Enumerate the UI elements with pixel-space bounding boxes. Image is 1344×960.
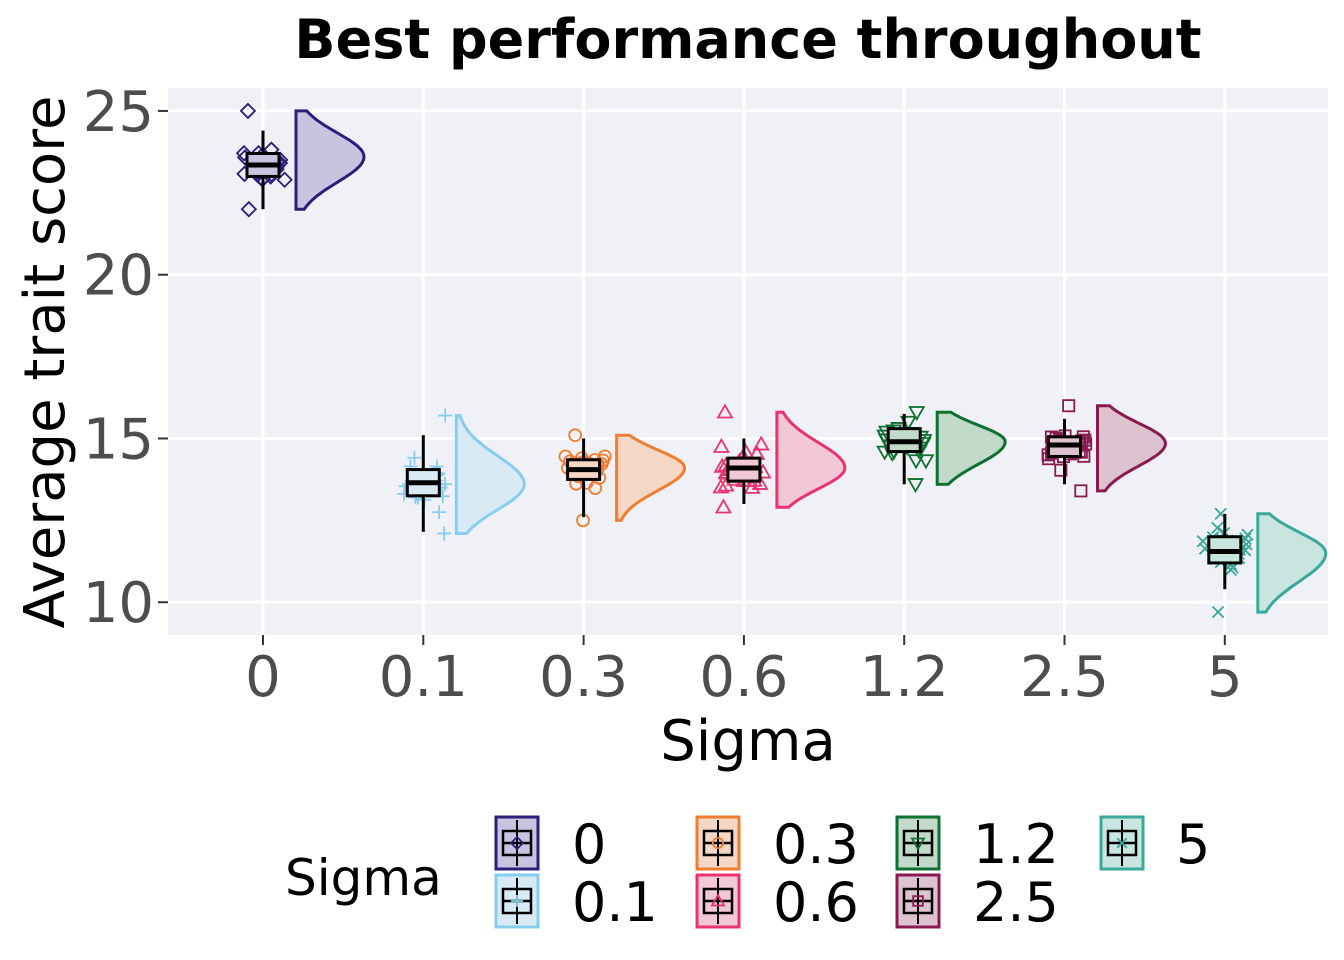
x-axis-title: Sigma <box>660 709 836 774</box>
x-tick-label: 0.6 <box>699 645 788 710</box>
data-point <box>1211 521 1224 535</box>
y-tick-label: 15 <box>83 407 154 472</box>
data-point <box>240 200 258 218</box>
violin-1.2 <box>935 410 1007 486</box>
legend-label: 0.6 <box>773 871 859 934</box>
legend-key-marker <box>511 895 523 907</box>
legend-label: 0.3 <box>773 813 859 876</box>
data-point <box>907 454 925 470</box>
series-group-0 <box>235 102 366 218</box>
legend-key-marker <box>712 837 725 850</box>
legend-label: 1.2 <box>973 813 1059 876</box>
legend-item-0.6: 0.6 <box>695 871 859 934</box>
x-tick-label: 1.2 <box>860 645 949 710</box>
legend-title: Sigma <box>285 849 442 907</box>
series-group-0.6 <box>712 403 847 514</box>
legend-label: 5 <box>1176 813 1210 876</box>
legend-item-0: 0 <box>494 813 606 876</box>
series-group-0.3 <box>558 428 686 528</box>
legend: Sigma 00.1 0.30.6 1.22.5 5 <box>285 813 1210 934</box>
data-point <box>438 408 453 423</box>
legend-label: 2.5 <box>973 871 1059 934</box>
data-point <box>908 406 926 422</box>
data-point <box>1196 535 1210 548</box>
violin-0.3 <box>615 433 686 522</box>
data-point <box>714 498 732 514</box>
data-point <box>743 478 761 494</box>
series-group-5 <box>1196 507 1328 619</box>
data-point <box>437 526 452 541</box>
violin-5 <box>1256 512 1328 614</box>
data-point <box>235 144 253 162</box>
legend-key-marker <box>910 837 926 851</box>
x-tick-label: 0.3 <box>539 645 628 710</box>
legend-key-marker <box>509 835 525 851</box>
violin-0.6 <box>775 410 847 509</box>
data-point <box>1241 528 1254 542</box>
legend-item-1.2: 1.2 <box>895 813 1059 876</box>
y-axis-title: Average trait score <box>13 96 78 629</box>
violin-0 <box>294 109 366 211</box>
data-point <box>432 505 447 520</box>
violin-0.1 <box>454 413 526 536</box>
data-point <box>568 428 582 443</box>
data-point <box>1211 605 1225 619</box>
y-axis: 10 15 20 25 <box>83 80 168 636</box>
x-tick-label: 2.5 <box>1020 645 1109 710</box>
violin-2.5 <box>1096 404 1168 493</box>
data-point <box>906 478 925 494</box>
data-point <box>1074 484 1088 498</box>
data-point <box>751 474 769 490</box>
data-point <box>239 102 257 120</box>
y-tick-label: 20 <box>83 244 154 309</box>
legend-label: 0 <box>572 813 606 876</box>
legend-item-0.3: 0.3 <box>695 813 859 876</box>
data-point <box>407 450 422 465</box>
legend-item-2.5: 2.5 <box>895 871 1059 934</box>
series-group-2.5 <box>1041 399 1168 498</box>
data-point <box>712 478 730 494</box>
data-point <box>752 435 770 451</box>
y-tick-label: 25 <box>83 80 154 145</box>
legend-key-marker <box>912 895 924 907</box>
x-tick-label: 5 <box>1207 645 1243 710</box>
data-point <box>1054 463 1068 477</box>
x-tick-label: 0 <box>245 645 281 710</box>
x-axis: 0 0.1 0.3 0.6 1.2 2.5 5 <box>245 635 1243 710</box>
series-group-1.2 <box>876 406 1007 494</box>
y-tick-label: 10 <box>83 571 154 636</box>
data-point <box>917 454 935 470</box>
plot-marks <box>235 102 1328 619</box>
x-tick-label: 0.1 <box>379 645 468 710</box>
legend-label: 0.1 <box>572 871 658 934</box>
legend-key-marker <box>1116 837 1128 849</box>
series-group-0.1 <box>396 408 526 541</box>
data-point <box>1062 399 1076 413</box>
legend-item-0.1: 0.1 <box>494 871 658 934</box>
plot-panel <box>168 88 1328 635</box>
chart-title: Best performance throughout <box>294 8 1201 71</box>
data-point <box>716 403 734 419</box>
legend-key-marker <box>710 893 726 907</box>
data-point <box>712 437 730 453</box>
legend-item-5: 5 <box>1099 813 1210 876</box>
